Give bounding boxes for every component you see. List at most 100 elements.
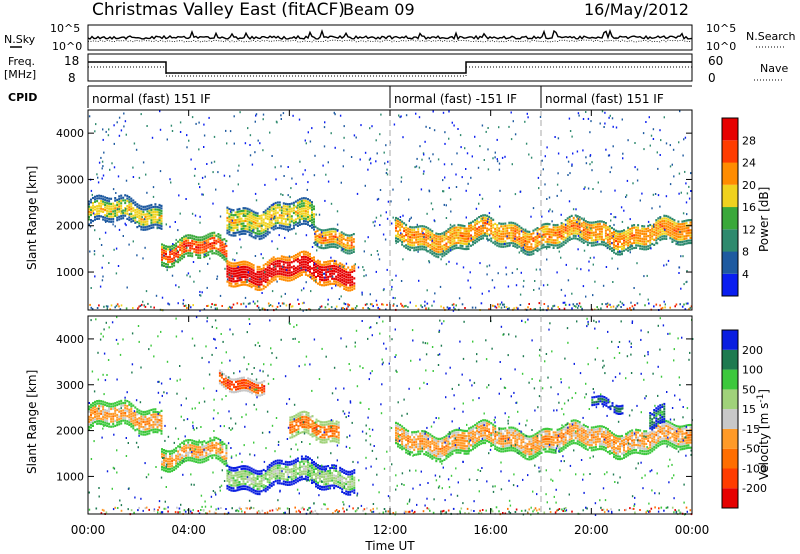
heatmap-cell [508,237,511,240]
heatmap-cell [250,217,253,220]
heatmap-cell [690,172,692,175]
heatmap-cell [655,219,658,222]
heatmap-cell [175,252,178,255]
heatmap-cell [345,288,348,291]
heatmap-cell [288,271,291,274]
heatmap-cell [232,219,235,222]
heatmap-cell [516,244,519,247]
heatmap-cell [303,287,305,290]
heatmap-cell [425,307,427,310]
heatmap-cell [156,416,159,419]
heatmap-cell [151,136,154,139]
heatmap-cell [346,244,349,247]
heatmap-cell [442,250,444,253]
heatmap-cell [268,208,271,211]
heatmap-cell [443,244,446,247]
heatmap-cell [199,221,201,224]
heatmap-cell [244,487,247,491]
heatmap-cell [655,303,658,306]
heatmap-cell [627,239,630,242]
heatmap-cell [286,208,289,211]
heatmap-cell [341,268,344,271]
heatmap-cell [514,222,517,225]
heatmap-cell [217,238,220,241]
heatmap-cell [431,245,434,248]
heatmap-cell [260,222,263,225]
heatmap-cell [457,128,459,130]
heatmap-cell [536,234,539,237]
heatmap-cell [488,264,491,267]
heatmap-cell [262,484,265,487]
heatmap-cell [262,236,265,239]
heatmap-cell [90,426,92,429]
heatmap-cell [551,210,554,213]
heatmap-cell [590,226,593,229]
heatmap-cell [313,261,315,264]
heatmap-cell [304,197,307,200]
heatmap-cell [236,484,239,487]
heatmap-cell [110,420,113,423]
heatmap-cell [314,241,317,244]
heatmap-cell [252,223,255,226]
heatmap-cell [130,210,133,213]
heatmap-cell [191,457,194,460]
heatmap-cell [327,260,330,263]
heatmap-cell [542,238,545,241]
heatmap-cell [274,227,277,230]
heatmap-cell [90,219,92,222]
heatmap-cell [126,286,128,289]
heatmap-cell [213,446,216,449]
heatmap-cell [351,307,353,310]
heatmap-cell [114,404,117,407]
heatmap-cell [102,210,105,213]
heatmap-cell [96,420,99,423]
heatmap-cell [207,304,210,307]
heatmap-cell [205,449,208,452]
heatmap-cell [258,215,261,218]
heatmap-cell [169,468,171,471]
heatmap-cell [461,234,464,237]
heatmap-cell [248,208,251,211]
heatmap-cell [367,168,369,171]
heatmap-cell [671,223,674,226]
heatmap-cell [304,217,307,220]
heatmap-cell [198,121,200,124]
heatmap-cell [258,281,261,284]
heatmap-cell [114,225,116,228]
heatmap-cell [565,263,567,266]
heatmap-cell [309,202,311,205]
heatmap-cell [659,226,662,229]
heatmap-cell [311,211,313,214]
heatmap-cell [296,204,299,207]
heatmap-cell [276,206,279,209]
heatmap-cell [250,273,253,276]
heatmap-cell [611,117,614,120]
heatmap-cell [308,308,310,311]
heatmap-cell [472,220,474,223]
heatmap-cell [92,207,94,210]
heatmap-cell [187,239,190,242]
heatmap-cell [685,182,687,185]
heatmap-cell [465,230,468,233]
heatmap-cell [329,267,332,270]
heatmap-cell [598,230,601,233]
heatmap-cell [177,250,180,253]
heatmap-cell [313,264,315,267]
heatmap-cell [244,283,247,286]
heatmap-cell [584,225,587,228]
heatmap-cell [264,278,267,281]
heatmap-cell [320,246,323,250]
heatmap-cell [309,255,311,258]
heatmap-cell [167,260,169,264]
heatmap-cell [160,215,163,218]
heatmap-cell [447,248,450,251]
heatmap-cell [144,221,147,224]
heatmap-cell [560,224,563,227]
heatmap-cell [392,216,394,219]
heatmap-cell [566,217,569,220]
heatmap-cell [167,266,169,269]
heatmap-cell [623,247,625,250]
heatmap-cell [192,261,195,263]
heatmap-cell [272,460,275,463]
heatmap-cell [106,209,109,212]
